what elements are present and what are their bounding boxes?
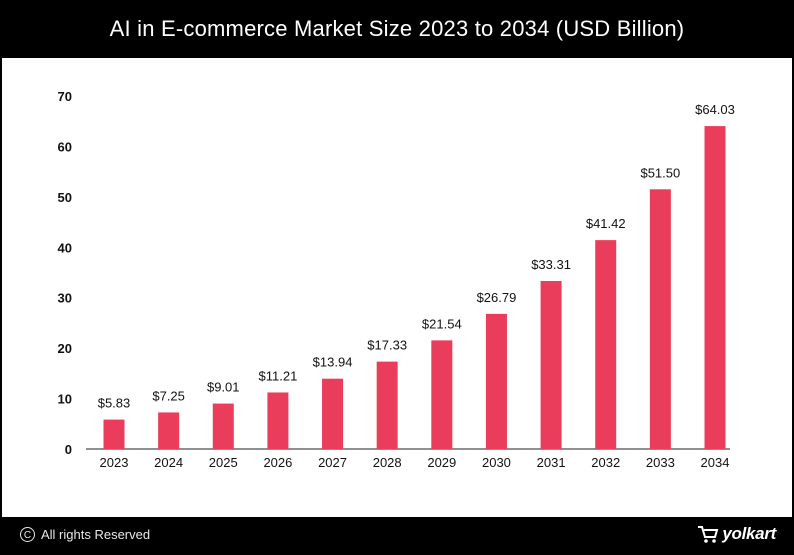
copyright: C All rights Reserved (20, 527, 150, 542)
data-label: $21.54 (422, 316, 462, 331)
bar-2024 (158, 412, 180, 449)
bar-2031 (540, 281, 562, 449)
chart-title: AI in E-commerce Market Size 2023 to 203… (109, 16, 685, 41)
bars-group (103, 126, 726, 450)
bar-2025 (212, 403, 234, 449)
x-tick-label: 2034 (701, 455, 730, 470)
brand-logo: yolkart (697, 524, 776, 544)
x-tick-label: 2032 (591, 455, 620, 470)
copyright-icon: C (20, 527, 35, 542)
x-tick-label: 2027 (318, 455, 347, 470)
y-tick-label: 70 (58, 89, 72, 104)
bar-2034 (704, 126, 726, 449)
y-axis-ticks: 0 10 20 30 40 50 60 70 (58, 89, 72, 457)
copyright-text: All rights Reserved (41, 527, 151, 542)
y-tick-label: 10 (58, 392, 72, 407)
bar-2029 (431, 340, 453, 449)
x-tick-label: 2026 (263, 455, 292, 470)
x-tick-label: 2023 (100, 455, 129, 470)
cart-icon (698, 526, 719, 543)
bar-2028 (376, 361, 398, 449)
data-label: $5.83 (98, 396, 131, 411)
data-label: $11.21 (259, 368, 298, 383)
y-tick-label: 40 (58, 240, 72, 255)
x-tick-label: 2024 (154, 455, 183, 470)
bar-2026 (267, 392, 289, 449)
data-label: $64.03 (695, 102, 735, 117)
data-label: $26.79 (477, 290, 517, 305)
x-tick-label: 2029 (427, 455, 456, 470)
data-label: $13.94 (313, 355, 353, 370)
x-tick-label: 2033 (646, 455, 675, 470)
x-axis-ticks: 2023 2024 2025 2026 2027 2028 2029 2030 2031 2032… (100, 455, 730, 470)
bar-2030 (485, 313, 507, 449)
data-label: $7.25 (152, 388, 185, 403)
y-tick-label: 0 (65, 442, 72, 457)
x-tick-label: 2031 (537, 455, 566, 470)
data-label: $17.33 (367, 338, 407, 353)
chart-header: AI in E-commerce Market Size 2023 to 203… (0, 0, 794, 58)
x-tick-label: 2025 (209, 455, 238, 470)
y-tick-label: 60 (58, 139, 72, 154)
data-label: $51.50 (640, 165, 680, 180)
bar-2023 (103, 419, 125, 449)
y-tick-label: 50 (58, 190, 72, 205)
data-label: $9.01 (207, 380, 240, 395)
data-label: $41.42 (586, 216, 626, 231)
data-labels: $5.83 $7.25 $9.01 $11.21 $13.94 $17.33 $21.54 $… (98, 102, 735, 410)
y-tick-label: 20 (58, 341, 72, 356)
bar-2027 (322, 378, 344, 449)
bar-2033 (649, 189, 671, 450)
x-tick-label: 2030 (482, 455, 511, 470)
data-label: $33.31 (531, 257, 571, 272)
brand-name: yolkart (722, 524, 776, 543)
footer: C All rights Reserved yolkart (0, 517, 794, 555)
bar-2032 (595, 240, 617, 449)
x-tick-label: 2028 (373, 455, 402, 470)
y-tick-label: 30 (58, 291, 72, 306)
